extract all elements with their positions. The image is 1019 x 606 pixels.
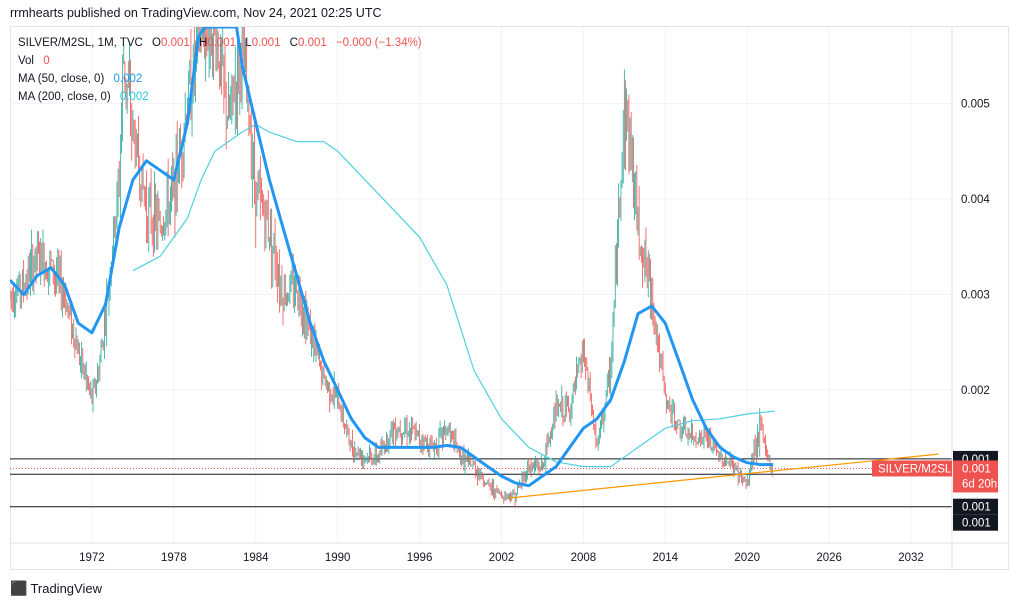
x-tick-label: 1984 (243, 552, 269, 564)
attribution: rrmhearts published on TradingView.com, … (10, 6, 382, 20)
close-value: 0.001 (297, 37, 327, 49)
last-price-value: 0.001 (962, 463, 991, 475)
x-tick-label: 1990 (325, 552, 351, 564)
symbol-name-tag[interactable] (872, 460, 952, 477)
symbol-name[interactable]: SILVER/M2SL, 1M, TVC (18, 37, 143, 49)
high-value: 0.001 (207, 37, 237, 49)
x-tick-label: 2002 (489, 552, 515, 564)
low-label: L (245, 37, 252, 49)
x-tick-label: 2008 (571, 552, 597, 564)
hline-price-tag-text: 0.001 (962, 502, 991, 514)
legend-symbol-row[interactable]: SILVER/M2SL, 1M, TVC O0.001 H0.001 L0.00… (18, 34, 422, 52)
open-label: O (152, 37, 161, 49)
trend-line[interactable] (508, 453, 939, 499)
hline-price-tag-text: 0.001 (962, 518, 991, 530)
change-value: −0.000 (−1.34%) (335, 37, 422, 49)
x-tick-label: 2032 (898, 552, 924, 564)
legend-volume-row[interactable]: Vol 0 (18, 52, 422, 70)
chart-frame[interactable] (10, 26, 1009, 570)
tradingview-logo-text: TradingView (30, 581, 102, 596)
legend-ma200-row[interactable]: MA (200, close, 0) 0.002 (18, 88, 422, 106)
legend: SILVER/M2SL, 1M, TVC O0.001 H0.001 L0.00… (18, 34, 422, 106)
y-tick-label: 0.005 (961, 98, 990, 110)
tradingview-logo-icon: ⬛ (10, 580, 27, 596)
y-tick-label: 0.004 (961, 194, 990, 206)
series (10, 27, 952, 508)
ma200-value: 0.002 (119, 91, 149, 103)
y-tick-label: 0.002 (961, 385, 990, 397)
hline-price-tag[interactable] (953, 498, 998, 515)
ma200-line[interactable] (132, 123, 775, 468)
last-price-tag[interactable] (953, 460, 998, 493)
ma50-value: 0.002 (113, 73, 143, 85)
tradingview-logo[interactable]: ⬛ TradingView (10, 580, 102, 597)
axes: 1972 1978 1984 1990 1996 2002 2008 2014 2020 2026… (10, 27, 1009, 570)
x-tick-label: 1996 (407, 552, 433, 564)
x-tick-label: 2014 (653, 552, 679, 564)
ma200-label: MA (200, close, 0) (18, 91, 111, 103)
symbol-name-tag-text: SILVER/M2SL (878, 463, 952, 475)
x-tick-label: 1978 (161, 552, 187, 564)
open-value: 0.001 (161, 37, 190, 49)
y-tick-label: 0.003 (961, 290, 990, 302)
volume-value: 0 (43, 55, 50, 67)
x-tick-label: 2026 (816, 552, 842, 564)
x-tick-label: 2020 (734, 552, 760, 564)
hline-price-tag[interactable] (953, 514, 998, 531)
bar-countdown: 6d 20h (962, 478, 997, 490)
ma50-line[interactable] (10, 27, 774, 488)
close-label: C (289, 37, 298, 49)
volume-label: Vol (18, 55, 34, 67)
legend-ma50-row[interactable]: MA (50, close, 0) 0.002 (18, 70, 422, 88)
ma50-label: MA (50, close, 0) (18, 73, 105, 85)
low-value: 0.001 (251, 37, 281, 49)
x-tick-label: 1972 (79, 552, 105, 564)
high-label: H (198, 37, 208, 49)
